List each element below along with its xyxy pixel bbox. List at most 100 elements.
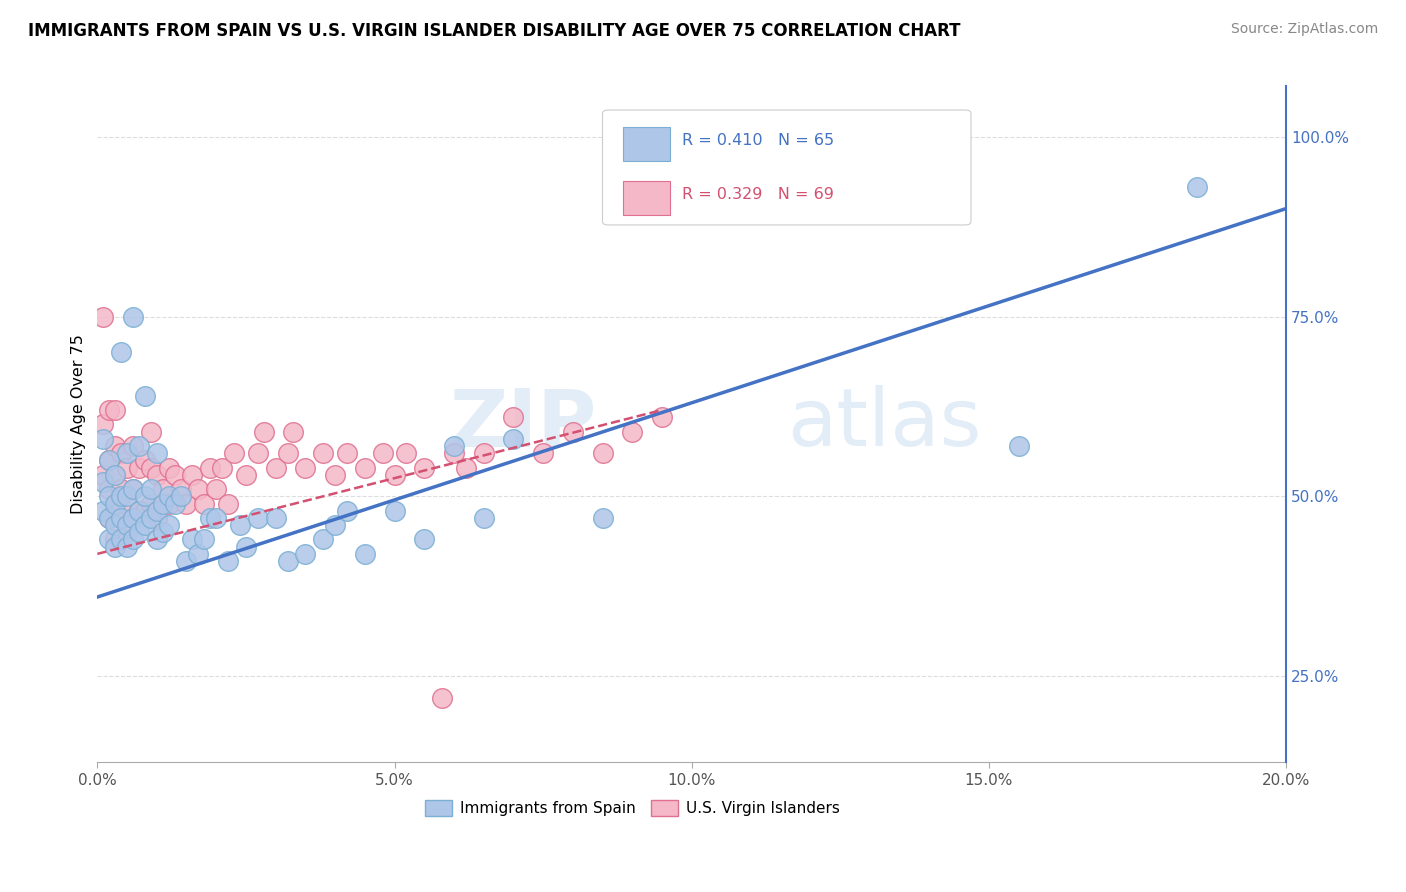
Point <box>152 482 174 496</box>
Point <box>146 533 169 547</box>
Y-axis label: Disability Age Over 75: Disability Age Over 75 <box>72 334 86 515</box>
Point <box>253 425 276 439</box>
Point <box>283 425 305 439</box>
Point <box>395 446 418 460</box>
Point <box>110 511 132 525</box>
Point <box>561 425 583 439</box>
Point <box>163 467 186 482</box>
Point <box>110 511 132 525</box>
Point <box>134 504 156 518</box>
Point <box>187 547 209 561</box>
Point <box>384 467 406 482</box>
Point <box>211 460 233 475</box>
Point <box>336 446 359 460</box>
FancyBboxPatch shape <box>603 110 972 225</box>
Point <box>200 460 222 475</box>
Point <box>98 453 121 467</box>
Point <box>115 489 138 503</box>
Point <box>157 460 180 475</box>
Point <box>217 554 239 568</box>
Point <box>115 540 138 554</box>
Point <box>1007 439 1029 453</box>
Bar <box>623 127 671 161</box>
Point <box>91 417 114 432</box>
Point <box>181 467 204 482</box>
Point <box>157 489 180 503</box>
Point <box>157 518 180 533</box>
Point <box>110 533 132 547</box>
Point <box>110 482 132 496</box>
Point <box>176 496 198 510</box>
Point <box>264 511 287 525</box>
Point <box>472 446 495 460</box>
Point <box>134 489 156 503</box>
Point <box>235 540 257 554</box>
Point <box>122 533 145 547</box>
Text: R = 0.410   N = 65: R = 0.410 N = 65 <box>682 133 834 148</box>
Point <box>122 511 145 525</box>
Point <box>104 467 127 482</box>
Point <box>430 690 453 705</box>
Point <box>222 446 245 460</box>
Point <box>122 439 145 453</box>
Point <box>193 496 215 510</box>
Point <box>217 496 239 510</box>
Point <box>98 511 121 525</box>
Point <box>139 511 162 525</box>
Point <box>91 467 114 482</box>
Point <box>336 504 359 518</box>
Point <box>146 504 169 518</box>
Point <box>413 533 436 547</box>
Point <box>122 310 145 324</box>
Point <box>146 467 169 482</box>
Point <box>502 410 524 425</box>
Point <box>115 525 138 540</box>
Point <box>110 446 132 460</box>
Point <box>104 540 127 554</box>
Point <box>353 460 375 475</box>
Text: IMMIGRANTS FROM SPAIN VS U.S. VIRGIN ISLANDER DISABILITY AGE OVER 75 CORRELATION: IMMIGRANTS FROM SPAIN VS U.S. VIRGIN ISL… <box>28 22 960 40</box>
Point <box>176 554 198 568</box>
Point <box>157 496 180 510</box>
Point <box>104 403 127 417</box>
Point <box>187 482 209 496</box>
Point <box>91 504 114 518</box>
Point <box>531 446 554 460</box>
Point <box>651 410 673 425</box>
Point <box>139 482 162 496</box>
Point <box>277 446 299 460</box>
Point <box>277 554 299 568</box>
Point <box>110 345 132 359</box>
Bar <box>623 181 671 215</box>
Point <box>139 460 162 475</box>
Point <box>181 533 204 547</box>
Point <box>152 525 174 540</box>
Point <box>122 511 145 525</box>
Point <box>353 547 375 561</box>
Point <box>312 446 335 460</box>
Point <box>139 425 162 439</box>
Point <box>323 467 346 482</box>
Point <box>205 482 228 496</box>
Point <box>139 496 162 510</box>
Point <box>110 489 132 503</box>
Point <box>592 511 614 525</box>
Point <box>115 446 138 460</box>
Point <box>104 467 127 482</box>
Point <box>472 511 495 525</box>
Point <box>134 518 156 533</box>
Point <box>146 511 169 525</box>
Point <box>152 496 174 510</box>
Point <box>128 525 150 540</box>
Point <box>502 432 524 446</box>
Text: atlas: atlas <box>787 385 981 464</box>
Point <box>235 467 257 482</box>
Point <box>443 446 465 460</box>
Text: Source: ZipAtlas.com: Source: ZipAtlas.com <box>1230 22 1378 37</box>
Point <box>104 496 127 510</box>
Point <box>134 389 156 403</box>
Point <box>104 496 127 510</box>
Point <box>246 446 269 460</box>
Point <box>146 446 169 460</box>
Point <box>128 504 150 518</box>
